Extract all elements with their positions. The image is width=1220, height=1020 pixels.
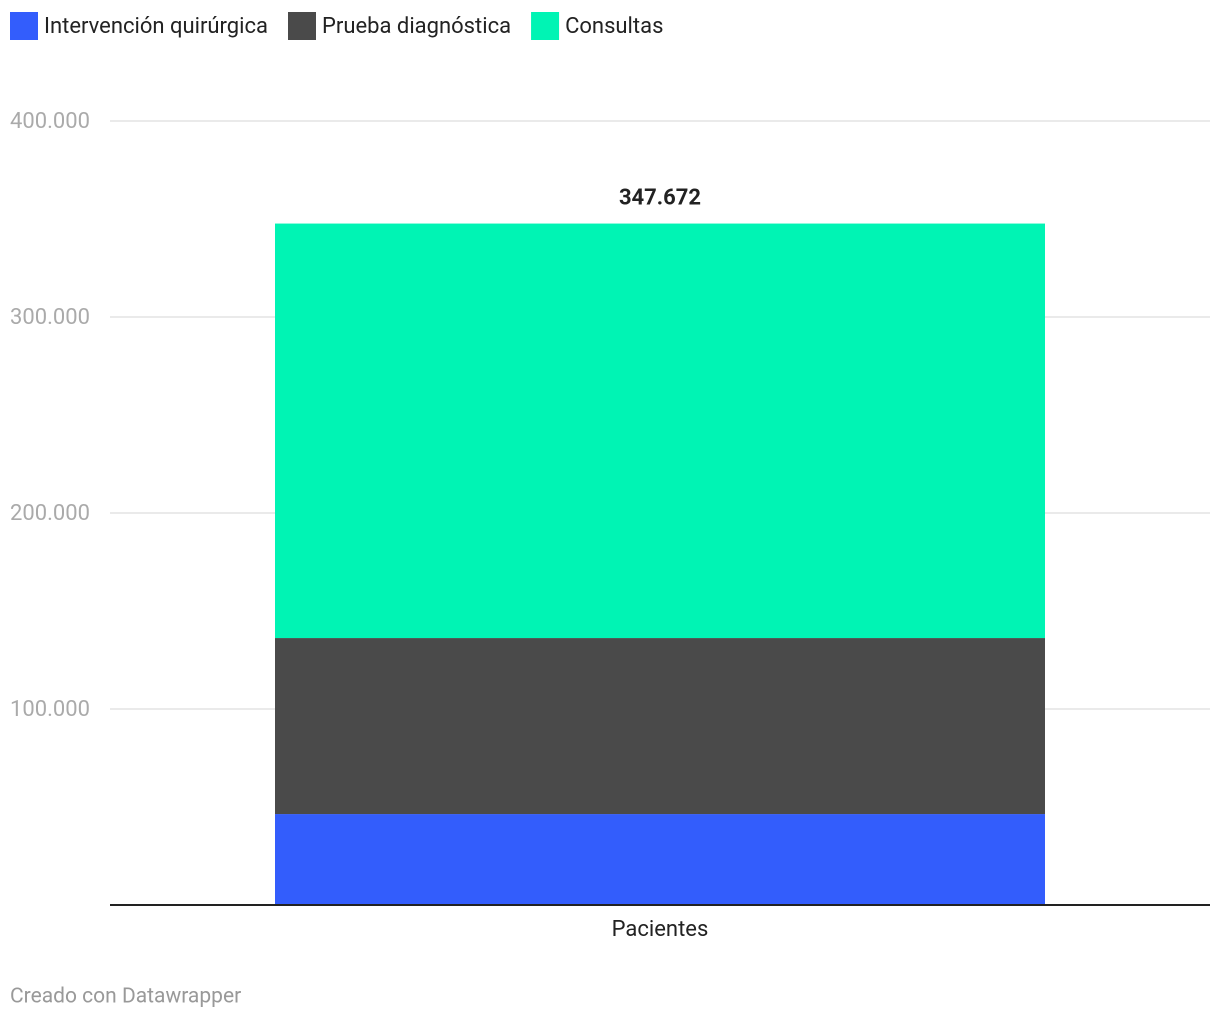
legend-swatch <box>10 12 38 40</box>
y-tick-label: 200.000 <box>10 501 90 526</box>
legend-swatch <box>531 12 560 40</box>
bar-segment <box>275 814 1045 905</box>
legend-label: Consultas <box>565 14 663 39</box>
bar-segment <box>275 223 1045 639</box>
y-tick-label: 400.000 <box>10 109 90 134</box>
x-tick-label: Pacientes <box>612 917 709 942</box>
credit: Creado con Datawrapper <box>10 985 241 1009</box>
total-label: 347.672 <box>619 185 701 210</box>
bar-segment <box>275 638 1045 815</box>
legend-label: Intervención quirúrgica <box>44 14 268 39</box>
legend-label: Prueba diagnóstica <box>322 14 511 39</box>
y-tick-label: 100.000 <box>10 697 90 722</box>
y-tick-label: 300.000 <box>10 305 90 330</box>
legend-swatch <box>288 12 316 40</box>
